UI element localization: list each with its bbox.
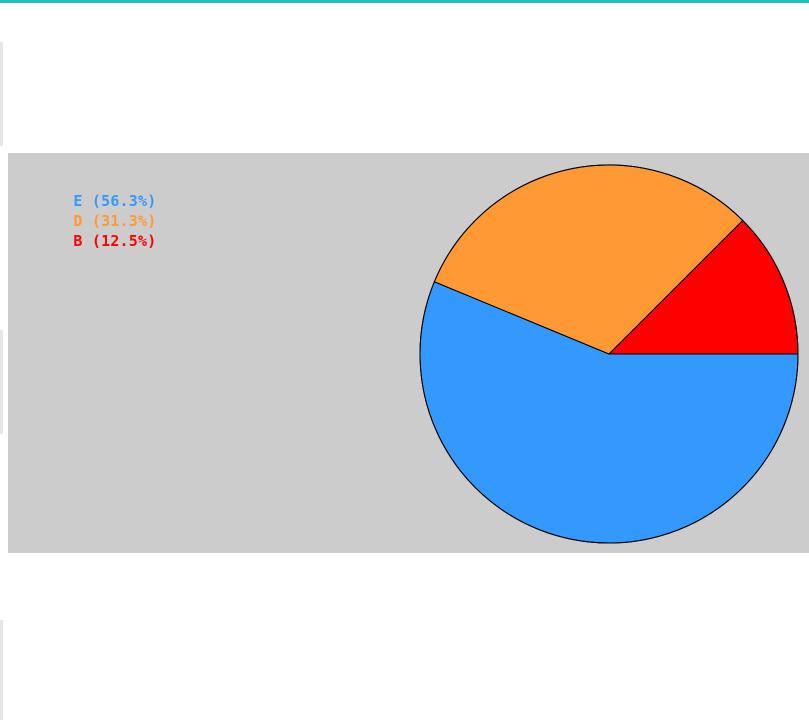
legend-item-b: B (12.5%) <box>18 211 156 250</box>
left-edge-marker <box>0 330 3 434</box>
pie-chart <box>419 164 799 544</box>
legend-percent: (12.5%) <box>91 232 157 250</box>
top-accent-bar <box>0 0 809 3</box>
legend-label: E <box>73 192 83 210</box>
legend-label: B <box>73 232 83 250</box>
legend-percent: (56.3%) <box>91 192 157 210</box>
chart-legend: E (56.3%) D (31.3%) B (12.5%) <box>18 171 156 250</box>
legend-percent: (31.3%) <box>91 212 157 230</box>
pie-chart-panel: E (56.3%) D (31.3%) B (12.5%) <box>8 153 809 553</box>
legend-item-d: D (31.3%) <box>18 191 156 230</box>
legend-label: D <box>73 212 83 230</box>
legend-item-e: E (56.3%) <box>18 171 156 210</box>
pie-outline <box>419 164 799 544</box>
left-edge-marker <box>0 42 3 146</box>
left-edge-marker <box>0 620 3 720</box>
